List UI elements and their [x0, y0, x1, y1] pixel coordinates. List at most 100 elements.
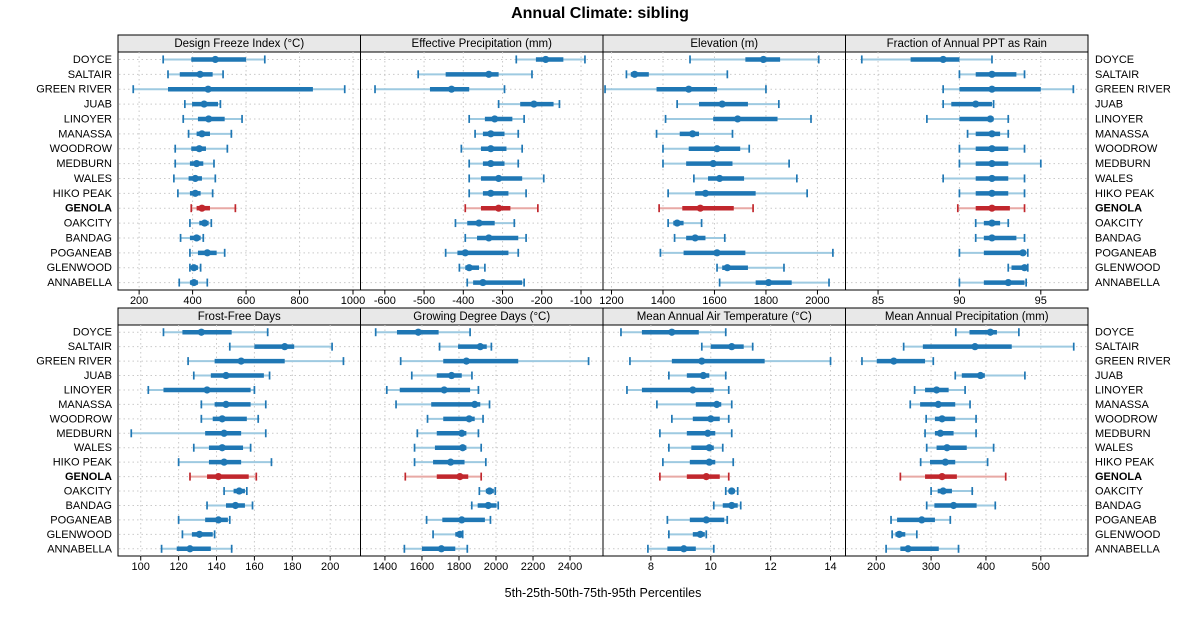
- x-axis-label: 5th-25th-50th-75th-95th Percentiles: [504, 586, 702, 600]
- median-dot: [190, 278, 198, 287]
- median-dot: [680, 545, 688, 553]
- median-dot: [941, 458, 949, 466]
- site-label-left: GREEN RIVER: [36, 356, 112, 368]
- median-dot: [191, 174, 199, 183]
- median-dot: [718, 100, 726, 108]
- median-dot: [465, 415, 473, 423]
- panel-area: [602, 51, 846, 291]
- panel-header-title: Elevation (m): [690, 38, 758, 50]
- site-label-right: BANDAG: [1095, 500, 1141, 512]
- median-dot: [447, 371, 456, 380]
- site-label-left: GENOLA: [65, 471, 112, 483]
- panel-header-title: Frost-Free Days: [198, 311, 281, 323]
- tick-label: 1400: [373, 561, 397, 573]
- median-dot: [198, 130, 206, 138]
- median-dot: [203, 386, 211, 394]
- site-label-right: GENOLA: [1095, 203, 1142, 215]
- median-dot: [1019, 249, 1027, 257]
- median-dot: [713, 249, 721, 257]
- site-label-right: GLENWOOD: [1095, 262, 1160, 274]
- median-dot: [938, 472, 946, 481]
- site-label-right: JUAB: [1095, 99, 1123, 111]
- tick-label: 500: [1032, 561, 1050, 573]
- site-label-right: MANASSA: [1095, 128, 1149, 140]
- median-dot: [698, 357, 706, 365]
- site-label-right: MEDBURN: [1095, 428, 1151, 440]
- median-dot: [222, 400, 230, 409]
- tick-label: 140: [207, 561, 225, 573]
- median-dot: [707, 415, 715, 423]
- tick-label: 1800: [447, 561, 471, 573]
- median-dot: [476, 343, 484, 351]
- site-label-left: SALTAIR: [68, 69, 112, 81]
- median-dot: [214, 516, 223, 524]
- median-dot: [485, 487, 494, 495]
- tick-label: 2000: [805, 295, 829, 307]
- median-dot: [487, 159, 495, 168]
- tick-label: 1600: [702, 295, 726, 307]
- median-dot: [705, 444, 713, 452]
- tick-label: 2000: [484, 561, 508, 573]
- panel-area: [602, 324, 846, 557]
- median-dot: [530, 100, 538, 108]
- site-label-right: WALES: [1095, 173, 1133, 185]
- median-dot: [190, 264, 198, 272]
- tick-label: 12: [765, 561, 777, 573]
- median-dot: [440, 386, 448, 394]
- median-dot: [701, 189, 710, 197]
- median-dot: [971, 343, 979, 351]
- tick-label: 800: [290, 295, 308, 307]
- median-dot: [205, 115, 213, 123]
- tick-label: -400: [452, 295, 474, 307]
- median-dot: [456, 472, 464, 481]
- median-dot: [193, 234, 201, 242]
- median-dot: [281, 343, 289, 351]
- site-label-right: POGANEAB: [1095, 514, 1157, 526]
- tick-label: 1200: [599, 295, 623, 307]
- tick-label: -600: [374, 295, 396, 307]
- median-dot: [759, 55, 767, 64]
- median-dot: [459, 444, 467, 452]
- median-dot: [988, 174, 996, 183]
- median-dot: [699, 371, 707, 380]
- median-dot: [668, 328, 676, 336]
- tick-label: 1800: [754, 295, 778, 307]
- median-dot: [195, 145, 203, 153]
- median-dot: [986, 328, 994, 336]
- median-dot: [447, 85, 456, 93]
- tick-label: 400: [183, 295, 201, 307]
- median-dot: [495, 174, 503, 183]
- median-dot: [479, 278, 487, 287]
- panel-area: [845, 324, 1089, 557]
- tick-label: -500: [413, 295, 435, 307]
- median-dot: [218, 444, 226, 452]
- tick-label: 8: [648, 561, 654, 573]
- site-label-right: LINOYER: [1095, 384, 1143, 396]
- tick-label: 400: [977, 561, 995, 573]
- tick-label: -300: [492, 295, 514, 307]
- site-label-right: MANASSA: [1095, 399, 1149, 411]
- median-dot: [696, 530, 704, 538]
- median-dot: [716, 174, 724, 183]
- median-dot: [1020, 264, 1029, 272]
- tick-label: 10: [705, 561, 717, 573]
- median-dot: [218, 415, 226, 423]
- median-dot: [713, 400, 721, 409]
- median-dot: [491, 115, 499, 123]
- site-label-right: MEDBURN: [1095, 158, 1151, 170]
- median-dot: [198, 204, 206, 212]
- median-dot: [458, 516, 466, 524]
- site-label-left: GENOLA: [65, 203, 112, 215]
- tick-label: 200: [321, 561, 339, 573]
- median-dot: [936, 429, 945, 437]
- median-dot: [939, 487, 947, 495]
- median-dot: [458, 429, 466, 437]
- median-dot: [988, 85, 996, 93]
- site-label-left: HIKO PEAK: [53, 457, 113, 469]
- site-label-left: JUAB: [84, 99, 112, 111]
- median-dot: [231, 501, 240, 510]
- site-label-right: LINOYER: [1095, 113, 1143, 125]
- site-label-right: GREEN RIVER: [1095, 356, 1171, 368]
- panel-header-title: Design Freeze Index (°C): [174, 38, 304, 50]
